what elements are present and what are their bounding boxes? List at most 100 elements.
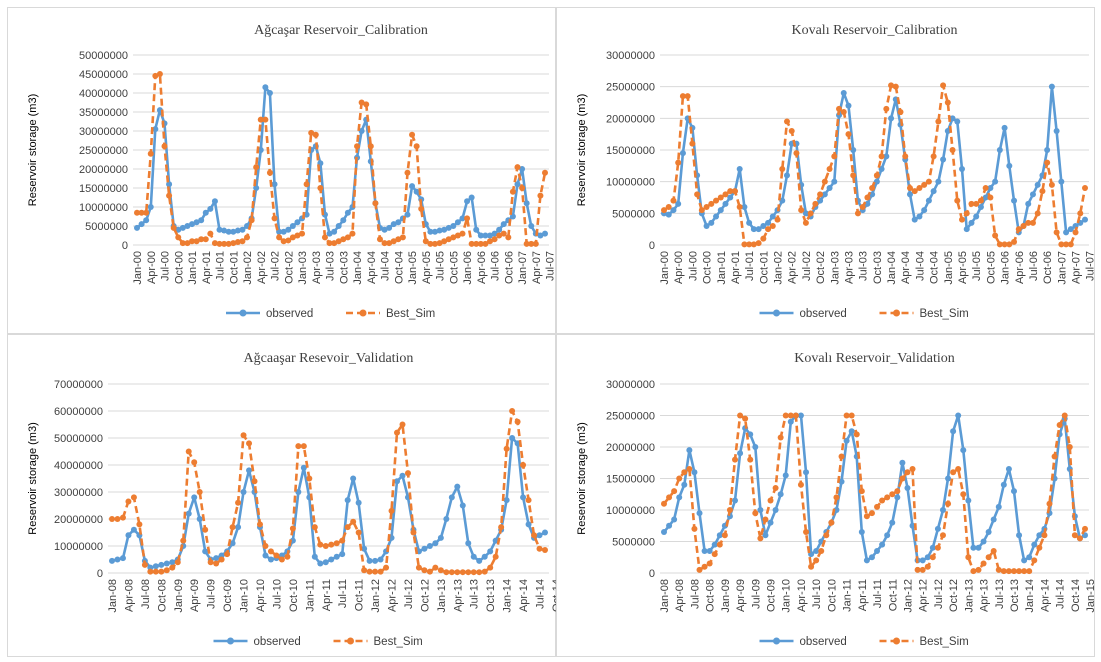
data-point — [340, 236, 347, 243]
data-point — [520, 494, 527, 501]
legend-best-sim-marker — [359, 309, 367, 317]
data-point — [787, 418, 794, 425]
data-point — [418, 205, 425, 212]
data-point — [949, 115, 956, 122]
chart-title: Ağcaaşar Resevoir_Validation — [244, 351, 414, 366]
y-tick-label: 10000000 — [606, 505, 655, 517]
data-point — [1000, 481, 1007, 488]
series-best-sim — [134, 71, 548, 247]
data-point — [459, 569, 466, 576]
x-tick-label: Oct-00 — [702, 251, 714, 284]
data-point — [716, 532, 723, 539]
data-point — [519, 185, 526, 191]
data-point — [280, 228, 287, 235]
data-point — [987, 194, 994, 201]
data-point — [665, 211, 672, 218]
legend-observed-label: observed — [800, 636, 847, 648]
data-point — [198, 236, 205, 243]
data-point — [344, 209, 351, 216]
data-point — [670, 197, 677, 204]
data-point — [175, 234, 182, 241]
legend-best-sim-marker — [347, 637, 354, 645]
data-point — [333, 553, 340, 560]
x-tick-label: Jan-13 — [963, 579, 975, 613]
data-point — [202, 209, 209, 216]
data-point — [280, 238, 287, 245]
data-point — [1036, 544, 1043, 551]
data-point — [671, 516, 678, 523]
x-tick-label: Jan-01 — [716, 251, 728, 285]
data-point — [826, 185, 833, 191]
data-point — [783, 118, 790, 125]
chart-title: Ağcaşar Reservoir_Calibration — [254, 23, 428, 38]
data-point — [225, 228, 232, 235]
data-point — [339, 537, 346, 544]
data-point — [432, 564, 439, 571]
data-point — [1025, 219, 1032, 226]
data-point — [701, 547, 708, 554]
data-point — [902, 153, 909, 160]
data-point — [803, 529, 810, 536]
data-point — [1016, 568, 1023, 575]
data-point — [473, 226, 480, 233]
data-point — [765, 219, 772, 226]
data-point — [376, 236, 383, 243]
y-tick-label: 15000000 — [606, 474, 655, 486]
data-point — [772, 484, 779, 491]
data-point — [366, 557, 373, 564]
data-point — [1041, 532, 1048, 539]
data-point — [694, 191, 701, 198]
data-point — [491, 230, 498, 237]
data-point — [1066, 444, 1073, 450]
data-point — [686, 447, 693, 454]
data-point — [224, 551, 231, 558]
data-point — [721, 532, 728, 539]
x-tick-label: Oct-10 — [826, 579, 838, 612]
data-point — [221, 227, 228, 234]
data-point — [216, 226, 223, 233]
data-point — [850, 147, 857, 153]
data-point — [726, 507, 733, 513]
x-tick-label: Jul-03 — [858, 251, 870, 281]
data-point — [675, 200, 682, 207]
data-point — [1044, 147, 1051, 153]
data-point — [470, 553, 477, 560]
x-tick-label: Jul-09 — [750, 579, 762, 609]
data-point — [848, 412, 855, 419]
data-point — [878, 153, 885, 160]
legend-observed-label: observed — [800, 308, 847, 320]
data-point — [798, 207, 805, 214]
data-point — [235, 499, 242, 506]
data-point — [752, 510, 759, 517]
data-point — [234, 227, 241, 234]
data-point — [372, 568, 379, 575]
data-point — [812, 200, 819, 207]
data-point — [161, 143, 168, 150]
data-point — [1077, 210, 1084, 217]
x-tick-label: Jul-14 — [1055, 579, 1067, 609]
data-point — [322, 559, 329, 566]
legend-observed-marker — [239, 309, 247, 317]
data-point — [1011, 197, 1018, 204]
data-point — [415, 564, 422, 571]
data-point — [454, 483, 461, 490]
data-point — [1001, 124, 1008, 131]
x-tick-label: Jan-09 — [173, 579, 185, 613]
data-point — [940, 156, 947, 163]
data-point — [924, 563, 931, 570]
data-point — [519, 166, 526, 172]
x-tick-label: Apr-03 — [843, 251, 855, 284]
data-point — [681, 469, 688, 476]
data-point — [437, 534, 444, 541]
data-point — [906, 185, 913, 191]
y-tick-label: 20000000 — [79, 164, 128, 176]
data-point — [691, 525, 698, 532]
data-point — [752, 444, 759, 450]
data-point — [180, 537, 187, 544]
data-point — [661, 529, 667, 536]
data-point — [934, 525, 941, 532]
data-point — [919, 566, 926, 573]
data-point — [899, 459, 906, 466]
data-point — [477, 232, 484, 239]
data-point — [404, 470, 411, 477]
